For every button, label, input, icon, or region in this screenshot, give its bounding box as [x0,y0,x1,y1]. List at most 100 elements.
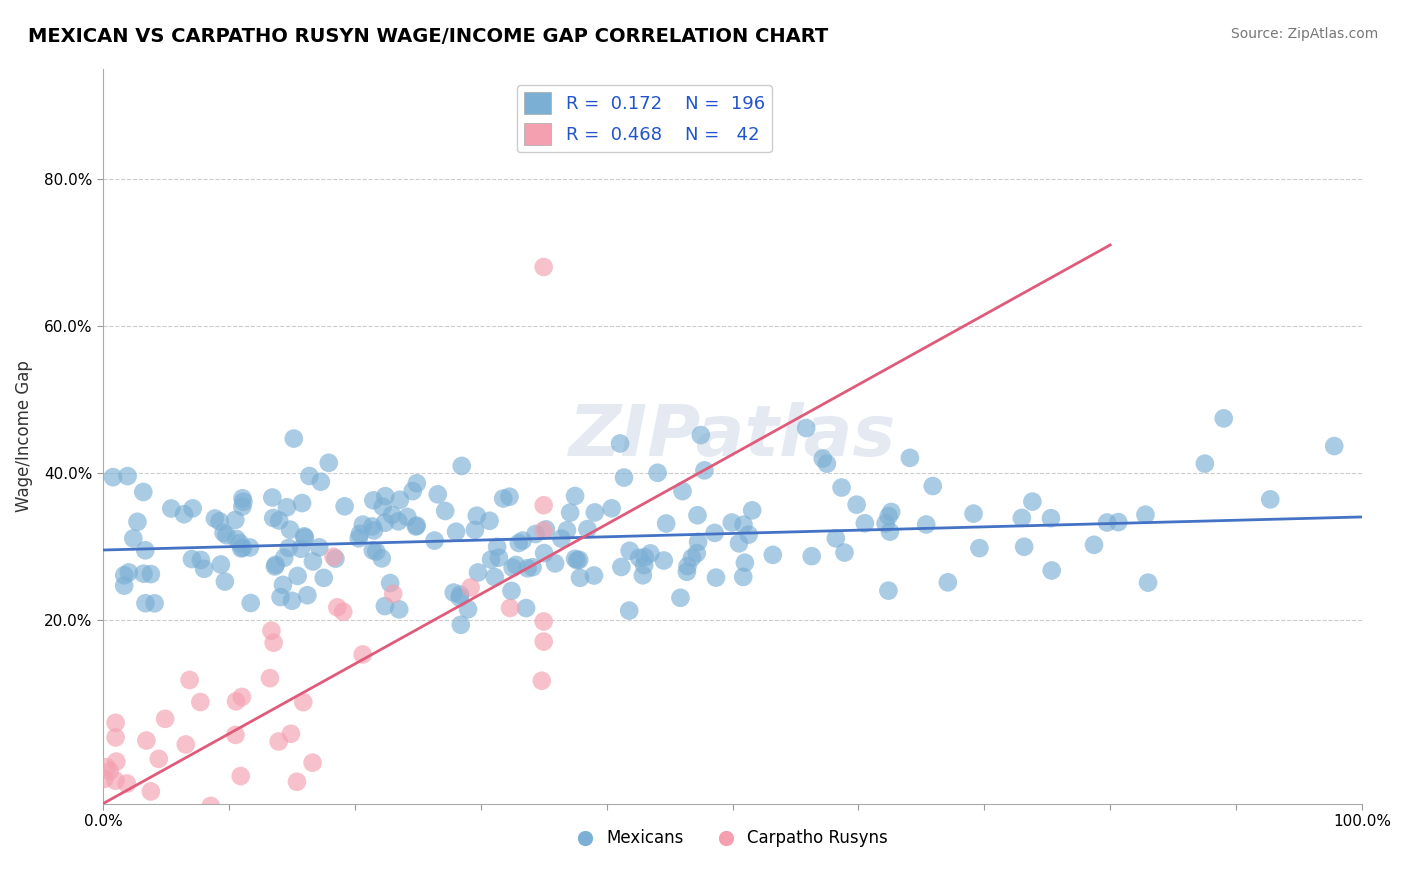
Point [676,565,699,579]
Point [558,506,581,520]
Point [576,522,599,536]
Point [499,601,522,615]
Point [479,552,502,566]
Point [1194,457,1216,471]
Point [214,574,236,589]
Text: Source: ZipAtlas.com: Source: ZipAtlas.com [1230,27,1378,41]
Point [309,475,332,489]
Point [703,525,725,540]
Point [831,481,853,495]
Point [366,544,388,558]
Point [583,505,606,519]
Point [239,596,262,610]
Point [260,624,283,638]
Point [689,428,711,442]
Point [96,818,118,832]
Point [467,566,489,580]
Point [143,596,166,610]
Point [101,470,124,484]
Point [915,517,938,532]
Point [405,519,427,533]
Point [405,476,427,491]
Point [104,773,127,788]
Point [262,511,284,525]
Point [444,524,467,539]
Point [112,568,135,582]
Point [104,731,127,745]
Point [484,570,506,584]
Point [1040,564,1063,578]
Point [204,511,226,525]
Point [271,578,294,592]
Point [640,546,662,560]
Point [264,558,287,572]
Point [325,551,347,566]
Point [582,568,605,582]
Point [550,532,572,546]
Point [515,601,537,615]
Point [193,562,215,576]
Point [292,695,315,709]
Point [361,519,384,533]
Point [269,514,291,528]
Point [229,536,252,550]
Point [669,591,692,605]
Point [533,524,555,538]
Point [191,811,214,825]
Point [1137,575,1160,590]
Point [270,590,292,604]
Point [96,760,118,774]
Point [179,673,201,687]
Point [381,508,404,522]
Point [443,585,465,599]
Point [434,504,457,518]
Point [522,560,544,574]
Point [388,492,411,507]
Point [294,531,316,545]
Point [225,694,247,708]
Point [215,528,238,542]
Point [402,484,425,499]
Point [676,559,699,574]
Point [231,541,253,556]
Point [533,615,555,629]
Point [834,545,856,559]
Point [134,543,156,558]
Point [153,712,176,726]
Point [287,569,309,583]
Point [488,550,510,565]
Point [132,566,155,581]
Point [212,525,235,540]
Point [1039,511,1062,525]
Point [600,501,623,516]
Point [405,518,427,533]
Point [148,752,170,766]
Point [1258,492,1281,507]
Point [460,581,482,595]
Point [811,451,834,466]
Point [845,498,868,512]
Point [1011,511,1033,525]
Point [297,588,319,602]
Point [267,734,290,748]
Point [962,507,984,521]
Point [879,524,901,539]
Point [273,550,295,565]
Point [333,500,356,514]
Point [880,505,903,519]
Text: ZIPatlas: ZIPatlas [569,401,896,471]
Point [516,561,538,575]
Point [224,513,246,527]
Point [498,490,520,504]
Point [231,500,253,514]
Point [115,776,138,790]
Point [464,523,486,537]
Point [259,671,281,685]
Point [426,487,449,501]
Point [734,556,756,570]
Point [534,522,557,536]
Point [533,546,555,560]
Point [378,576,401,591]
Point [388,602,411,616]
Point [450,617,472,632]
